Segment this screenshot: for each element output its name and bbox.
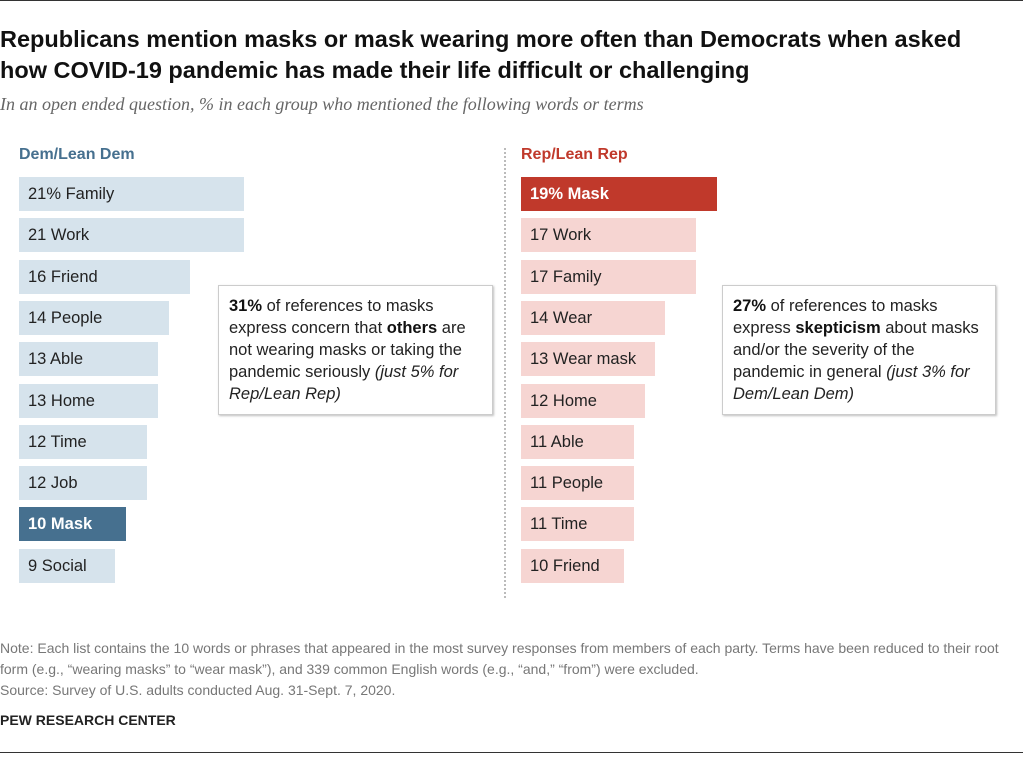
rep-bar-home: 12 Home: [521, 383, 645, 418]
bar-label: 10 Friend: [530, 556, 600, 575]
dem-bar-home: 13 Home: [19, 383, 159, 418]
top-rule: [0, 0, 1023, 1]
dem-bar-job: 12 Job: [19, 466, 148, 501]
annotation-text: 31%: [229, 297, 263, 315]
rep-bar-time: 11 Time: [521, 507, 635, 542]
bar-label: 11 Able: [530, 432, 584, 451]
rep-bar-friend: 10 Friend: [521, 548, 624, 583]
dem-bar-time: 12 Time: [19, 424, 148, 459]
annotation-text: others: [386, 319, 438, 337]
rep-bar-family: 17 Family: [521, 259, 697, 294]
rep-bar-able: 11 Able: [521, 424, 635, 459]
annotation-text: skepticism: [795, 319, 881, 337]
bar-label: 14 People: [28, 308, 103, 327]
annotation-text: (just 5% for Rep/Lean Rep): [229, 363, 459, 403]
dem-bar-friend: 16 Friend: [19, 259, 191, 294]
dem-bar-family: 21% Family: [19, 177, 244, 211]
bar-label: 13 Able: [28, 350, 84, 369]
rep-annotation: 27% of references to masks express skept…: [722, 285, 996, 415]
dem-panel-title: Dem/Lean Dem: [19, 146, 135, 163]
bottom-rule: [0, 752, 1023, 753]
bar-label: 19% Mask: [530, 185, 609, 203]
dem-annotation: 31% of references to masks express conce…: [218, 285, 493, 415]
footnote: Note: Each list contains the 10 words or…: [0, 638, 1015, 701]
annotation-text: (just 3% for Dem/Lean Dem): [733, 363, 970, 403]
bar-label: 12 Home: [530, 391, 597, 410]
rep-bar-people: 11 People: [521, 466, 635, 501]
footnote-note: Note: Each list contains the 10 words or…: [0, 640, 999, 677]
bar-label: 21 Work: [28, 226, 90, 245]
rep-bar-wear-mask: 13 Wear mask: [521, 342, 655, 377]
annotation-text: of references to masks express concern t…: [229, 297, 434, 337]
annotation-text: 27%: [733, 297, 767, 315]
rep-bar-mask: 19% Mask: [521, 177, 717, 211]
brand-label: PEW RESEARCH CENTER: [0, 712, 176, 728]
bar-label: 12 Job: [28, 474, 78, 493]
dem-bar-people: 14 People: [19, 300, 169, 335]
rep-bar-work: 17 Work: [521, 218, 697, 253]
bar-label: 11 Time: [530, 515, 588, 534]
dem-bar-mask: 10 Mask: [19, 507, 126, 542]
bar-label: 11 People: [530, 474, 604, 493]
annotation-text: of references to masks express: [733, 297, 938, 337]
dem-bar-work: 21 Work: [19, 218, 244, 253]
footnote-source: Source: Survey of U.S. adults conducted …: [0, 682, 396, 698]
rep-bar-wear: 14 Wear: [521, 300, 666, 335]
panel-divider: [504, 148, 506, 598]
chart-subtitle: In an open ended question, % in each gro…: [0, 94, 644, 114]
bar-label: 21% Family: [28, 185, 115, 203]
bar-label: 12 Time: [28, 432, 87, 451]
dem-bar-able: 13 Able: [19, 342, 159, 377]
dem-bar-social: 9 Social: [19, 548, 116, 583]
bar-label: 14 Wear: [530, 308, 593, 327]
bar-label: 10 Mask: [28, 515, 93, 534]
bar-label: 13 Home: [28, 391, 95, 410]
chart-title: Republicans mention masks or mask wearin…: [0, 26, 962, 83]
bar-label: 17 Family: [530, 267, 602, 286]
annotation-text: are not wearing masks or taking the pand…: [229, 319, 466, 381]
annotation-text: about masks and/or the severity of the p…: [733, 319, 979, 381]
bar-label: 13 Wear mask: [530, 350, 637, 369]
bar-label: 16 Friend: [28, 267, 98, 286]
bar-label: 17 Work: [530, 226, 592, 245]
rep-panel-title: Rep/Lean Rep: [521, 146, 628, 163]
bar-label: 9 Social: [28, 556, 87, 575]
